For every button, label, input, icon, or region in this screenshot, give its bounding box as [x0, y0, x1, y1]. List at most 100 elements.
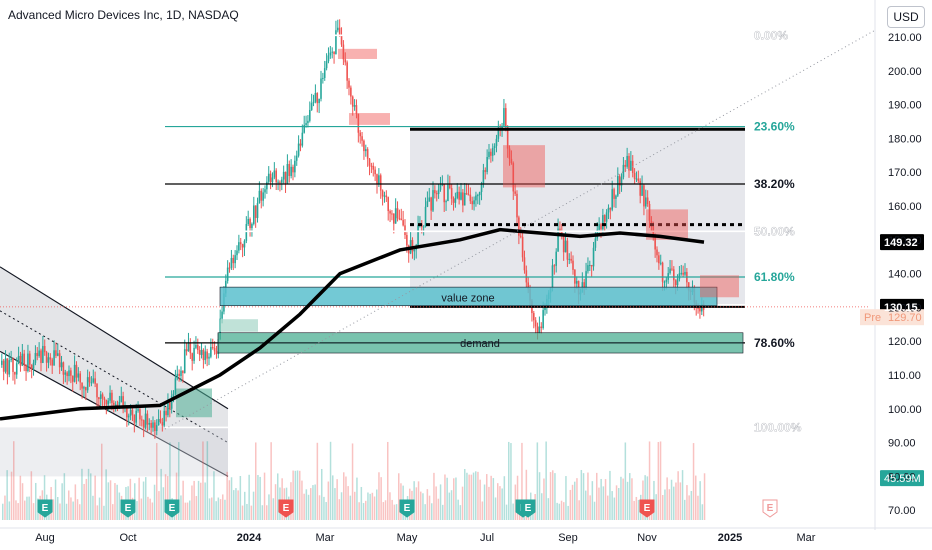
candle-body [314, 93, 317, 102]
badge-label: 45.59M [884, 473, 921, 485]
candle-body [236, 250, 238, 256]
volume-bar [499, 486, 501, 520]
candle-body [90, 382, 93, 384]
volume-bar [270, 442, 272, 520]
volume-bar [510, 443, 512, 520]
volume-bar [109, 480, 112, 520]
candle-body [600, 224, 602, 230]
candle-body [454, 197, 457, 203]
volume-bar [662, 495, 664, 520]
candle-body [355, 105, 358, 114]
volume-bar [35, 482, 37, 520]
volume-bar [514, 484, 517, 520]
candle-body [290, 166, 292, 176]
candle-body [301, 132, 304, 146]
moving-average-line [0, 227, 705, 421]
volume-bar [334, 488, 336, 520]
candle-body [413, 249, 416, 252]
volume-bar [585, 490, 587, 520]
candle-body [202, 349, 205, 361]
volume-bar [15, 500, 17, 520]
candle-body [239, 242, 242, 245]
candle-body [167, 401, 169, 416]
volume-bar [479, 479, 481, 520]
candle-body [294, 160, 296, 173]
candle-body [331, 51, 333, 53]
candle-body [378, 175, 380, 185]
earnings-marker-shape [762, 499, 778, 518]
candle-body [279, 181, 281, 183]
candle-body [462, 192, 464, 206]
candle-body [486, 156, 488, 172]
candle-body [337, 27, 339, 31]
volume-bar [602, 486, 605, 520]
candle-body [12, 358, 14, 372]
candle-body [15, 363, 18, 375]
volume-bar [679, 482, 682, 520]
volume-bar [160, 468, 162, 520]
candle-body [155, 425, 158, 432]
candle-body [159, 418, 162, 423]
candle-body [402, 220, 404, 226]
candle-body [193, 347, 195, 361]
candle-body [404, 225, 406, 236]
volume-bar [675, 482, 677, 520]
volume-bar [96, 505, 99, 520]
candle-body [562, 236, 565, 253]
candle-body [365, 149, 367, 152]
candle-body [254, 205, 257, 218]
currency-button[interactable]: USD [887, 6, 925, 28]
candle-body [618, 176, 621, 186]
volume-bar [655, 494, 657, 520]
value-zone-box [219, 286, 718, 307]
candle-body [77, 373, 80, 378]
candle-body [14, 371, 16, 375]
candle-body [256, 203, 259, 218]
volume-bar [378, 472, 380, 520]
price-tick-label: 200.00 [888, 66, 922, 78]
volume-bar [477, 471, 479, 520]
candle-body [323, 68, 326, 78]
volume-bar [4, 495, 6, 520]
time-tick-label: Mar [316, 532, 335, 544]
volume-bar [54, 479, 57, 520]
volume-bar [472, 472, 475, 520]
volume-bar [332, 475, 334, 520]
volume-bar [65, 503, 68, 520]
volume-bar [303, 493, 305, 520]
volume-bar [657, 442, 660, 520]
candle-body [198, 350, 201, 355]
volume-bar [239, 476, 242, 520]
volume-bar [68, 490, 70, 520]
price-axis [860, 0, 924, 530]
candle-body [34, 352, 37, 363]
candle-body [422, 226, 425, 228]
volume-bar [305, 489, 308, 520]
volume-bar [598, 487, 600, 520]
volume-bar [191, 485, 193, 520]
volume-bar [74, 484, 77, 520]
candle-body [310, 103, 313, 110]
volume-bar [2, 503, 4, 520]
volume-bar [263, 472, 266, 520]
candle-body [523, 257, 526, 271]
volume-bar [105, 469, 107, 520]
candle-body [682, 272, 684, 275]
candle-body [338, 27, 341, 36]
candle-body [538, 326, 541, 334]
candle-body [148, 422, 151, 425]
volume-bar [178, 442, 180, 520]
price-badge [880, 234, 924, 251]
earnings-marker [37, 499, 53, 518]
candle-body [570, 258, 572, 261]
candle-body [370, 165, 373, 167]
volume-bar [688, 495, 690, 520]
volume-bar [398, 473, 400, 520]
candle-body [434, 190, 436, 194]
candle-body [176, 373, 179, 379]
candle-body [320, 78, 322, 99]
volume-bar [692, 443, 695, 520]
volume-bar [228, 480, 231, 520]
candle-body [426, 201, 429, 207]
